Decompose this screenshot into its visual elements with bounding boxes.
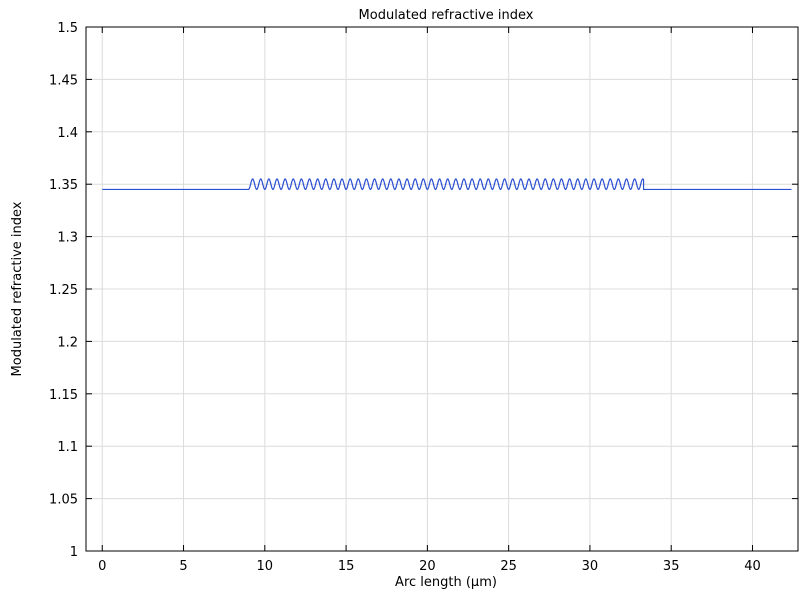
y-tick-label: 1.1 [57, 440, 78, 455]
y-tick-label: 1.35 [49, 178, 78, 193]
tick-layer: 0 5 10 15 20 25 30 35 40 1 1.05 1.1 1.15 1.2 1.25 1.3 1.… [49, 21, 798, 574]
chart-title: Modulated refractive index [359, 8, 534, 23]
series-layer [102, 178, 792, 191]
y-tick-label: 1.5 [57, 21, 78, 36]
y-tick-label: 1.2 [57, 335, 78, 350]
x-tick-label: 20 [419, 559, 436, 574]
series-line-modulated-refractive-index [102, 178, 792, 191]
x-tick-label: 10 [257, 559, 274, 574]
x-tick-label: 35 [663, 559, 680, 574]
x-tick-label: 40 [744, 559, 761, 574]
y-tick-label: 1 [70, 545, 78, 560]
x-tick-label: 15 [338, 559, 355, 574]
x-tick-label: 30 [582, 559, 599, 574]
grid-layer [86, 26, 798, 552]
x-tick-label: 25 [500, 559, 517, 574]
y-tick-label: 1.05 [49, 493, 78, 508]
y-tick-label: 1.4 [57, 126, 78, 141]
x-tick-label: 5 [179, 559, 187, 574]
x-axis-title: Arc length (µm) [395, 575, 497, 590]
y-axis-title: Modulated refractive index [10, 201, 25, 376]
x-tick-label: 0 [98, 559, 106, 574]
y-tick-label: 1.25 [49, 283, 78, 298]
y-tick-label: 1.45 [49, 73, 78, 88]
plot-frame [85, 26, 799, 552]
y-tick-label: 1.15 [49, 388, 78, 403]
y-tick-label: 1.3 [57, 231, 78, 246]
